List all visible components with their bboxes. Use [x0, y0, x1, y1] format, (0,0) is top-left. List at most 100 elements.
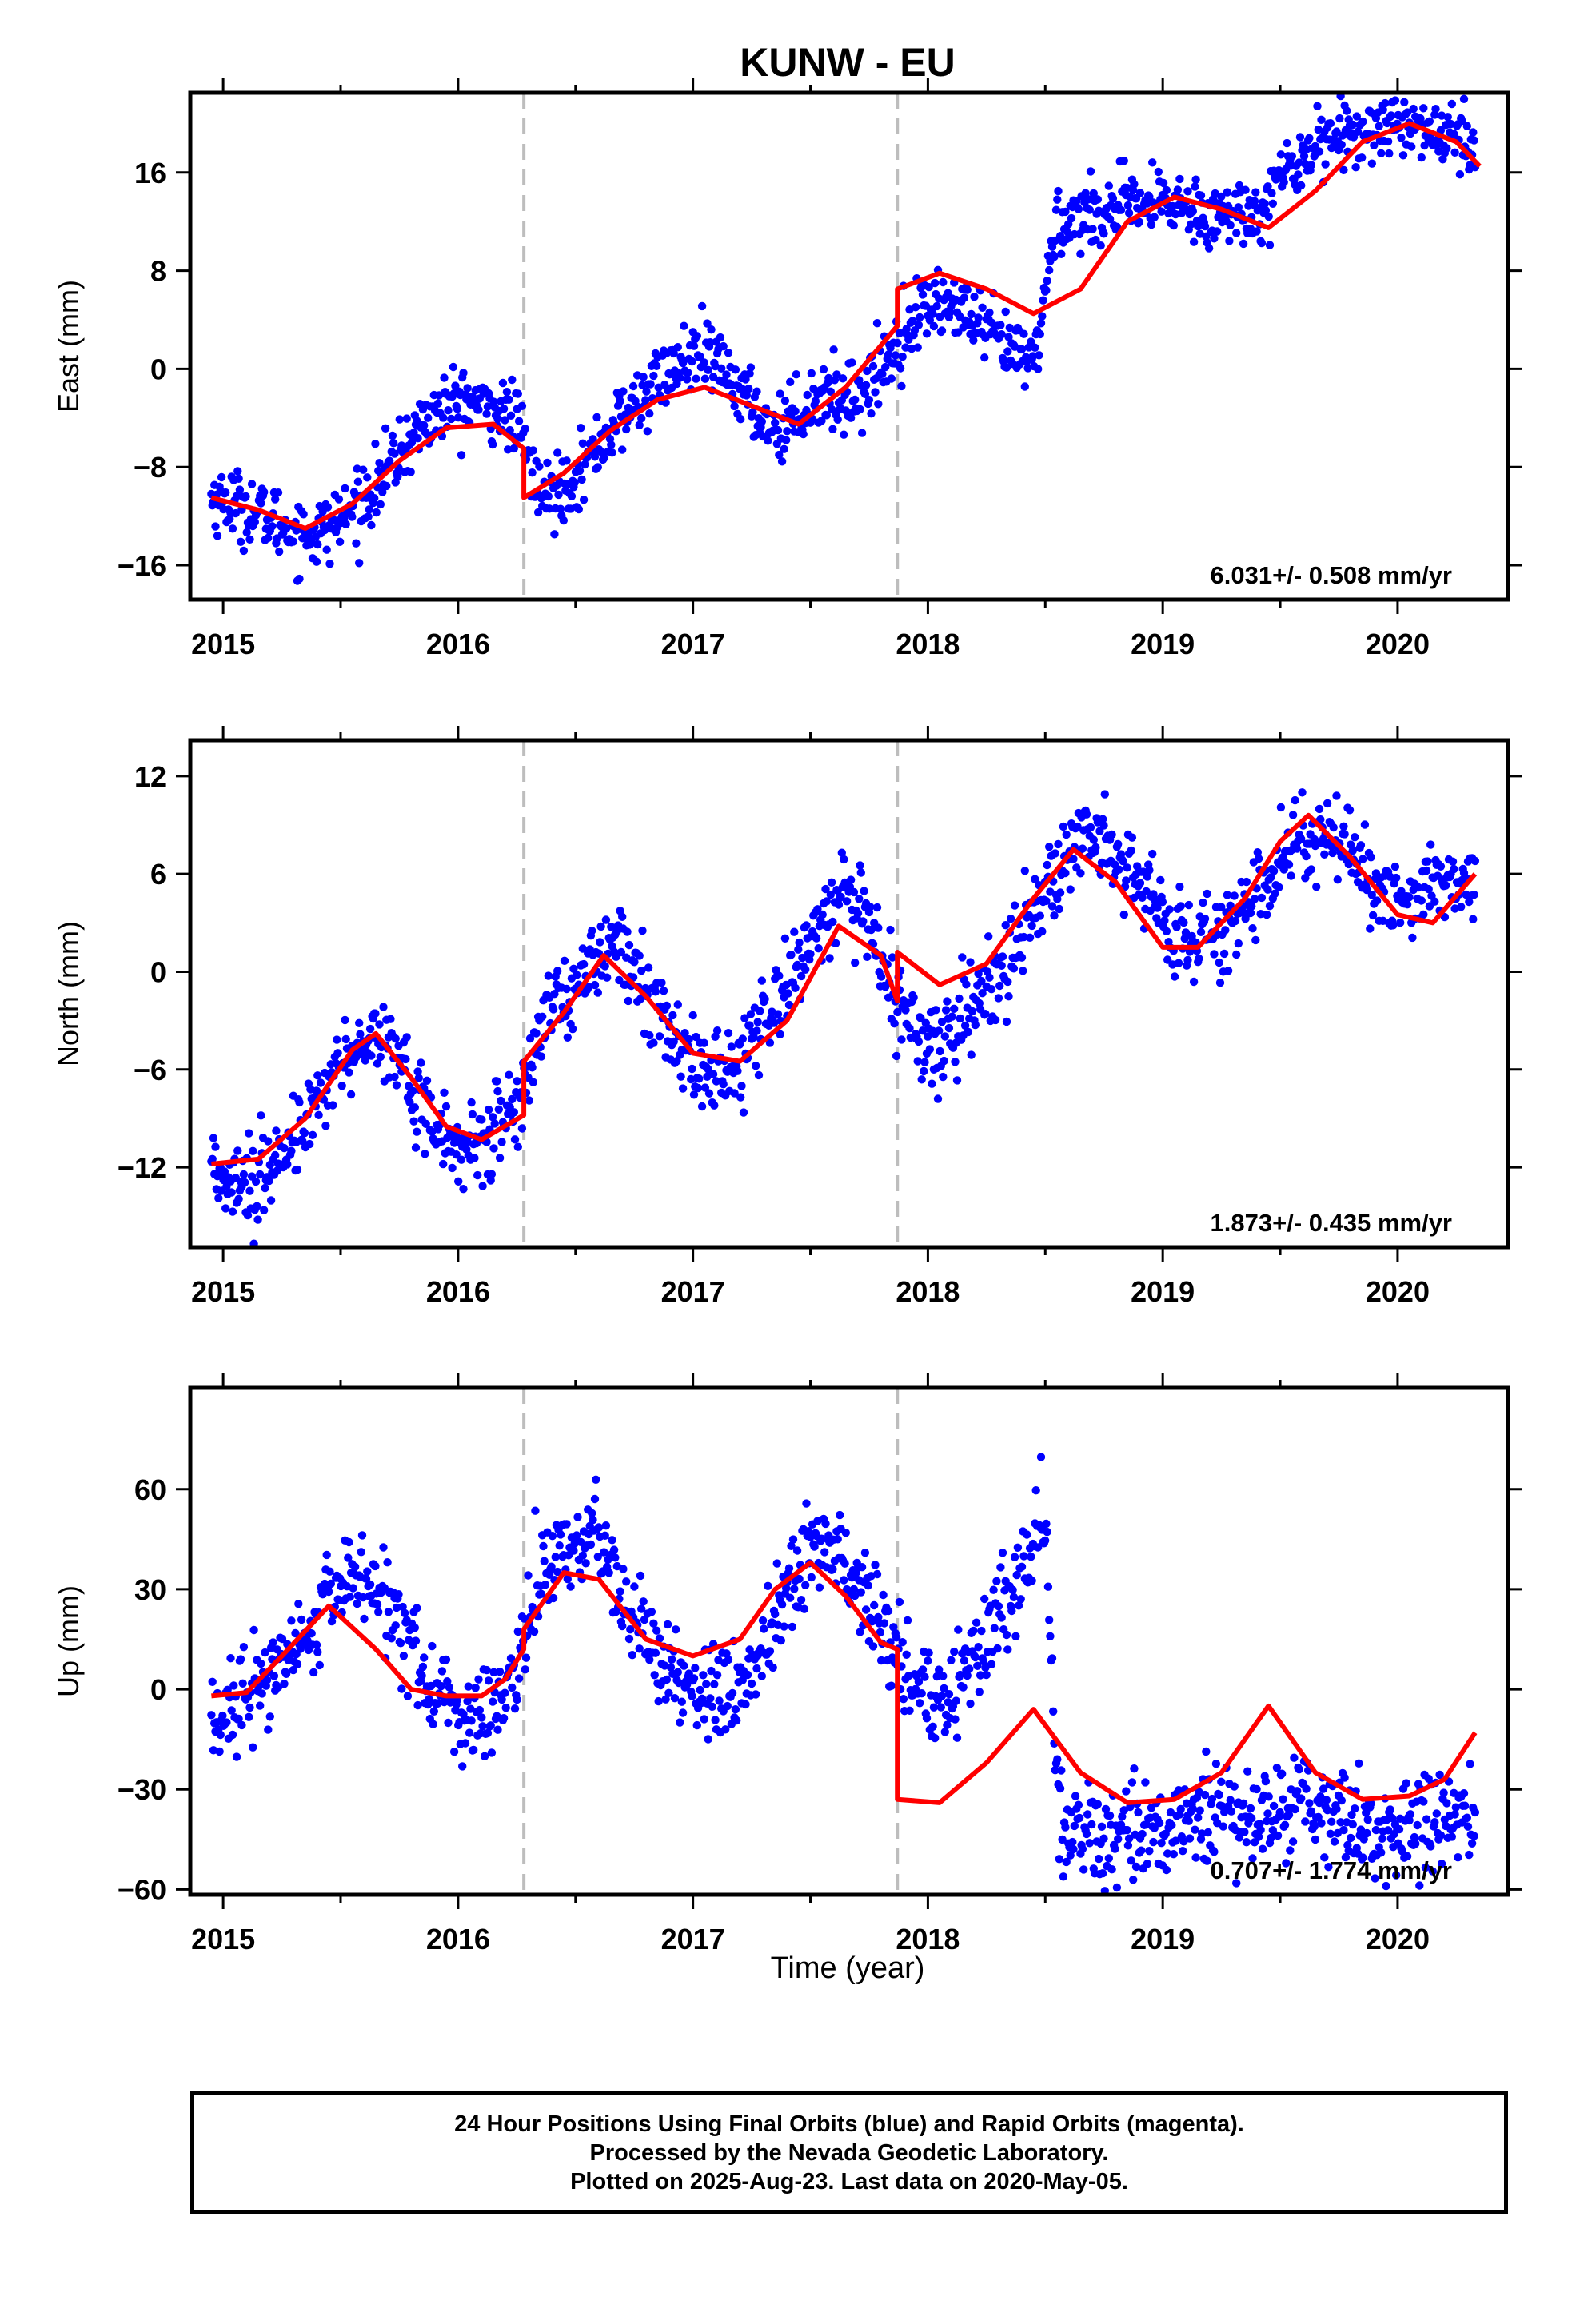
data-point	[600, 962, 609, 971]
data-point	[1337, 140, 1347, 149]
data-point	[373, 1600, 382, 1609]
data-point	[313, 1071, 322, 1080]
data-point	[372, 508, 381, 517]
plot-frame	[188, 90, 1510, 602]
data-point	[1027, 337, 1035, 346]
data-point	[1267, 873, 1275, 882]
data-point	[439, 413, 448, 422]
data-point	[746, 1010, 756, 1018]
data-point	[980, 1594, 989, 1604]
data-point	[245, 1186, 254, 1195]
data-point	[581, 460, 589, 469]
data-point	[1179, 1847, 1187, 1856]
data-point	[489, 1113, 497, 1122]
data-point	[1251, 935, 1260, 945]
data-point	[1154, 167, 1163, 177]
data-point	[589, 435, 597, 444]
data-point	[626, 1625, 635, 1634]
data-point	[757, 417, 766, 426]
data-point	[1123, 863, 1131, 872]
y-tick-label: −30	[118, 1773, 166, 1806]
data-point	[1174, 1786, 1183, 1795]
y-tick-label: 0	[150, 353, 166, 385]
data-point	[1437, 1860, 1446, 1868]
data-point	[624, 1634, 634, 1644]
data-point	[692, 1032, 700, 1042]
data-point	[1383, 1826, 1393, 1835]
data-point	[857, 1563, 867, 1572]
data-point	[1386, 111, 1396, 120]
data-point	[736, 1093, 745, 1102]
data-point	[922, 329, 932, 338]
data-point	[997, 1613, 1006, 1622]
data-point	[1146, 906, 1155, 915]
data-point	[1172, 923, 1181, 931]
data-point	[493, 1725, 502, 1734]
x-tick-label: 2018	[896, 628, 960, 660]
data-point	[1320, 1853, 1329, 1862]
data-point	[652, 1626, 661, 1635]
data-point	[444, 1718, 453, 1728]
data-point	[1069, 855, 1078, 863]
data-point	[1004, 992, 1013, 1001]
data-point	[893, 338, 902, 348]
data-point	[464, 1682, 473, 1691]
data-point	[352, 539, 361, 548]
data-point	[1123, 1841, 1133, 1850]
model-fit-line	[211, 812, 1478, 1166]
data-point	[1020, 382, 1030, 391]
data-point	[676, 373, 684, 382]
data-point	[420, 421, 429, 430]
data-point	[1169, 1850, 1179, 1859]
y-tick-label: 12	[134, 760, 166, 793]
data-point	[1348, 120, 1358, 130]
data-point	[1279, 177, 1288, 187]
data-point	[207, 1711, 216, 1720]
data-point	[1213, 227, 1222, 236]
data-point	[281, 1669, 291, 1678]
data-point	[390, 1072, 399, 1082]
data-point	[1382, 1881, 1390, 1891]
data-point	[811, 397, 820, 405]
data-point	[514, 1674, 524, 1683]
data-point	[1001, 307, 1010, 317]
data-point	[1050, 253, 1059, 261]
data-point	[970, 293, 979, 301]
x-tick-label: 2020	[1366, 628, 1430, 660]
data-point	[608, 1536, 616, 1545]
data-point	[487, 1748, 497, 1757]
data-point	[1379, 106, 1387, 114]
data-point	[939, 1072, 948, 1082]
data-point	[611, 1553, 620, 1562]
data-point	[1315, 1798, 1324, 1808]
data-point	[236, 537, 245, 546]
data-point	[733, 1066, 742, 1075]
data-point	[661, 1695, 670, 1704]
data-point	[849, 887, 859, 897]
data-point	[840, 430, 848, 439]
data-point	[447, 414, 456, 424]
data-point	[647, 1608, 656, 1616]
data-point	[642, 387, 651, 396]
data-point	[624, 996, 632, 1006]
data-point	[1104, 1854, 1114, 1863]
data-point	[498, 378, 508, 388]
data-point	[1332, 1804, 1341, 1813]
data-point	[333, 1035, 341, 1044]
data-point	[1015, 1601, 1023, 1610]
data-point	[394, 1590, 403, 1599]
data-point	[1226, 1796, 1235, 1804]
data-point	[777, 1600, 787, 1609]
data-point	[795, 938, 804, 947]
data-point	[864, 1581, 872, 1590]
data-point	[856, 1588, 866, 1597]
data-point	[911, 303, 920, 312]
y-tick-label: 60	[134, 1473, 166, 1506]
data-point	[1135, 189, 1145, 197]
data-point	[1130, 180, 1139, 189]
data-point	[1462, 1813, 1472, 1822]
data-point	[429, 1707, 438, 1716]
data-point	[471, 1684, 480, 1692]
data-point	[473, 1170, 482, 1180]
data-point	[886, 925, 895, 935]
